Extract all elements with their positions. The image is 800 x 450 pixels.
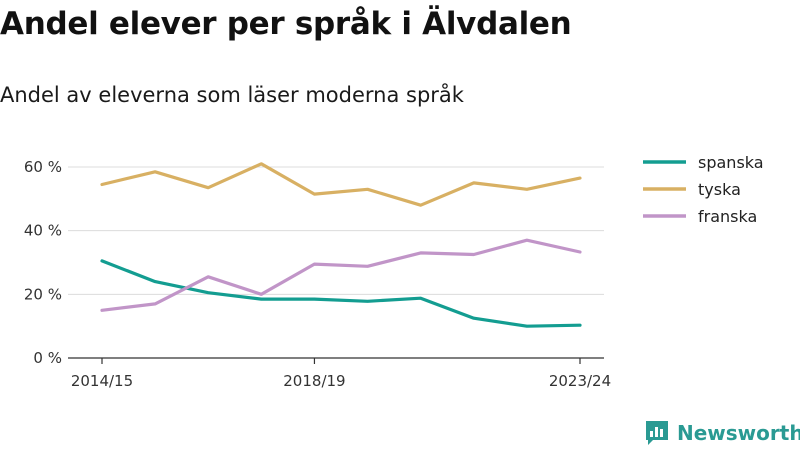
x-tick-label: 2018/19 <box>283 372 345 390</box>
series-line-franska <box>100 238 582 312</box>
y-tick-label: 20 % <box>24 285 62 303</box>
brand-name: Newsworthy <box>677 421 800 445</box>
legend-label-franska: franska <box>698 207 757 226</box>
chart-subtitle: Andel av eleverna som läser moderna språ… <box>0 83 464 107</box>
newsworthy-brand[interactable]: Newsworthy <box>645 420 800 446</box>
legend-label-spanska: spanska <box>698 153 764 172</box>
series-line-tyska <box>100 162 582 207</box>
series-line-spanska <box>100 259 582 328</box>
y-tick-label: 0 % <box>33 349 62 367</box>
chart-title: Andel elever per språk i Älvdalen <box>0 6 572 42</box>
x-tick-label: 2014/15 <box>71 372 133 390</box>
x-tick-label: 2023/24 <box>549 372 611 390</box>
y-tick-label: 40 % <box>24 222 62 240</box>
newsworthy-logo-icon <box>646 421 668 445</box>
legend-label-tyska: tyska <box>698 180 741 199</box>
y-tick-label: 60 % <box>24 158 62 176</box>
